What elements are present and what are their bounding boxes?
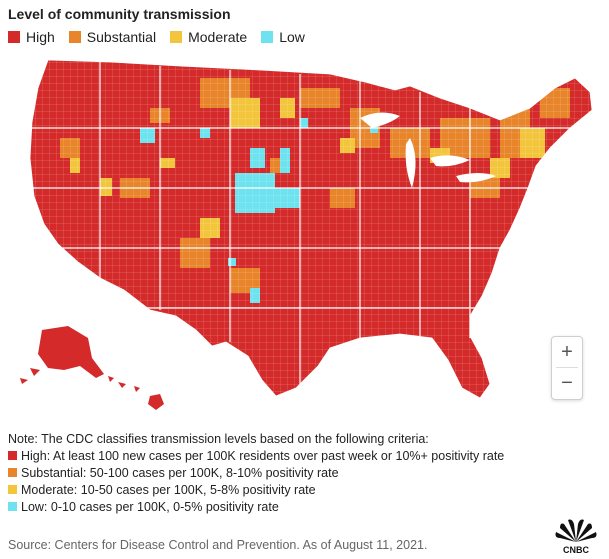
zoom-divider — [556, 367, 578, 368]
zoom-out-button[interactable]: − — [561, 371, 573, 394]
source-line: Source: Centers for Disease Control and … — [8, 538, 428, 552]
legend-label-substantial: Substantial — [86, 29, 157, 45]
legend-swatch-substantial — [68, 31, 81, 43]
note-text-high: High: At least 100 new cases per 100K re… — [21, 449, 505, 463]
alaska-map — [20, 326, 104, 384]
legend-swatch-moderate — [170, 31, 183, 43]
legend-item-high: High — [8, 29, 55, 45]
legend-item-low: Low — [261, 29, 305, 45]
note-swatch-moderate — [8, 485, 17, 494]
note-high: High: At least 100 new cases per 100K re… — [8, 448, 548, 465]
note-moderate: Moderate: 10-50 cases per 100K, 5-8% pos… — [8, 482, 548, 499]
notes-intro: Note: The CDC classifies transmission le… — [8, 432, 429, 446]
zoom-in-button[interactable]: + — [561, 340, 573, 363]
note-text-substantial: Substantial: 50-100 cases per 100K, 8-10… — [21, 466, 339, 480]
note-swatch-high — [8, 451, 17, 460]
legend-swatch-low — [261, 31, 274, 43]
note-substantial: Substantial: 50-100 cases per 100K, 8-10… — [8, 465, 548, 482]
legend-label-low: Low — [279, 29, 305, 45]
note-text-low: Low: 0-10 cases per 100K, 0-5% positivit… — [21, 500, 279, 514]
us-county-map[interactable] — [0, 48, 609, 428]
zoom-control: + − — [551, 336, 583, 400]
note-swatch-substantial — [8, 468, 17, 477]
hawaii-map — [108, 376, 164, 410]
legend-swatch-high — [8, 31, 20, 43]
great-lakes — [360, 112, 496, 188]
criteria-notes: Note: The CDC classifies transmission le… — [8, 431, 548, 516]
legend-label-moderate: Moderate — [188, 29, 248, 45]
cnbc-wordmark: CNBC — [563, 545, 589, 555]
note-low: Low: 0-10 cases per 100K, 0-5% positivit… — [8, 499, 548, 516]
legend: High Substantial Moderate Low — [8, 29, 305, 45]
legend-item-moderate: Moderate — [170, 29, 247, 45]
legend-item-substantial: Substantial — [68, 29, 157, 45]
cnbc-peacock-logo: CNBC — [555, 519, 597, 555]
note-swatch-low — [8, 502, 17, 511]
mainland-outline — [29, 59, 593, 399]
legend-label-high: High — [26, 29, 55, 45]
map-title: Level of community transmission — [8, 6, 231, 22]
note-text-moderate: Moderate: 10-50 cases per 100K, 5-8% pos… — [21, 483, 316, 497]
map-area[interactable] — [0, 48, 609, 428]
